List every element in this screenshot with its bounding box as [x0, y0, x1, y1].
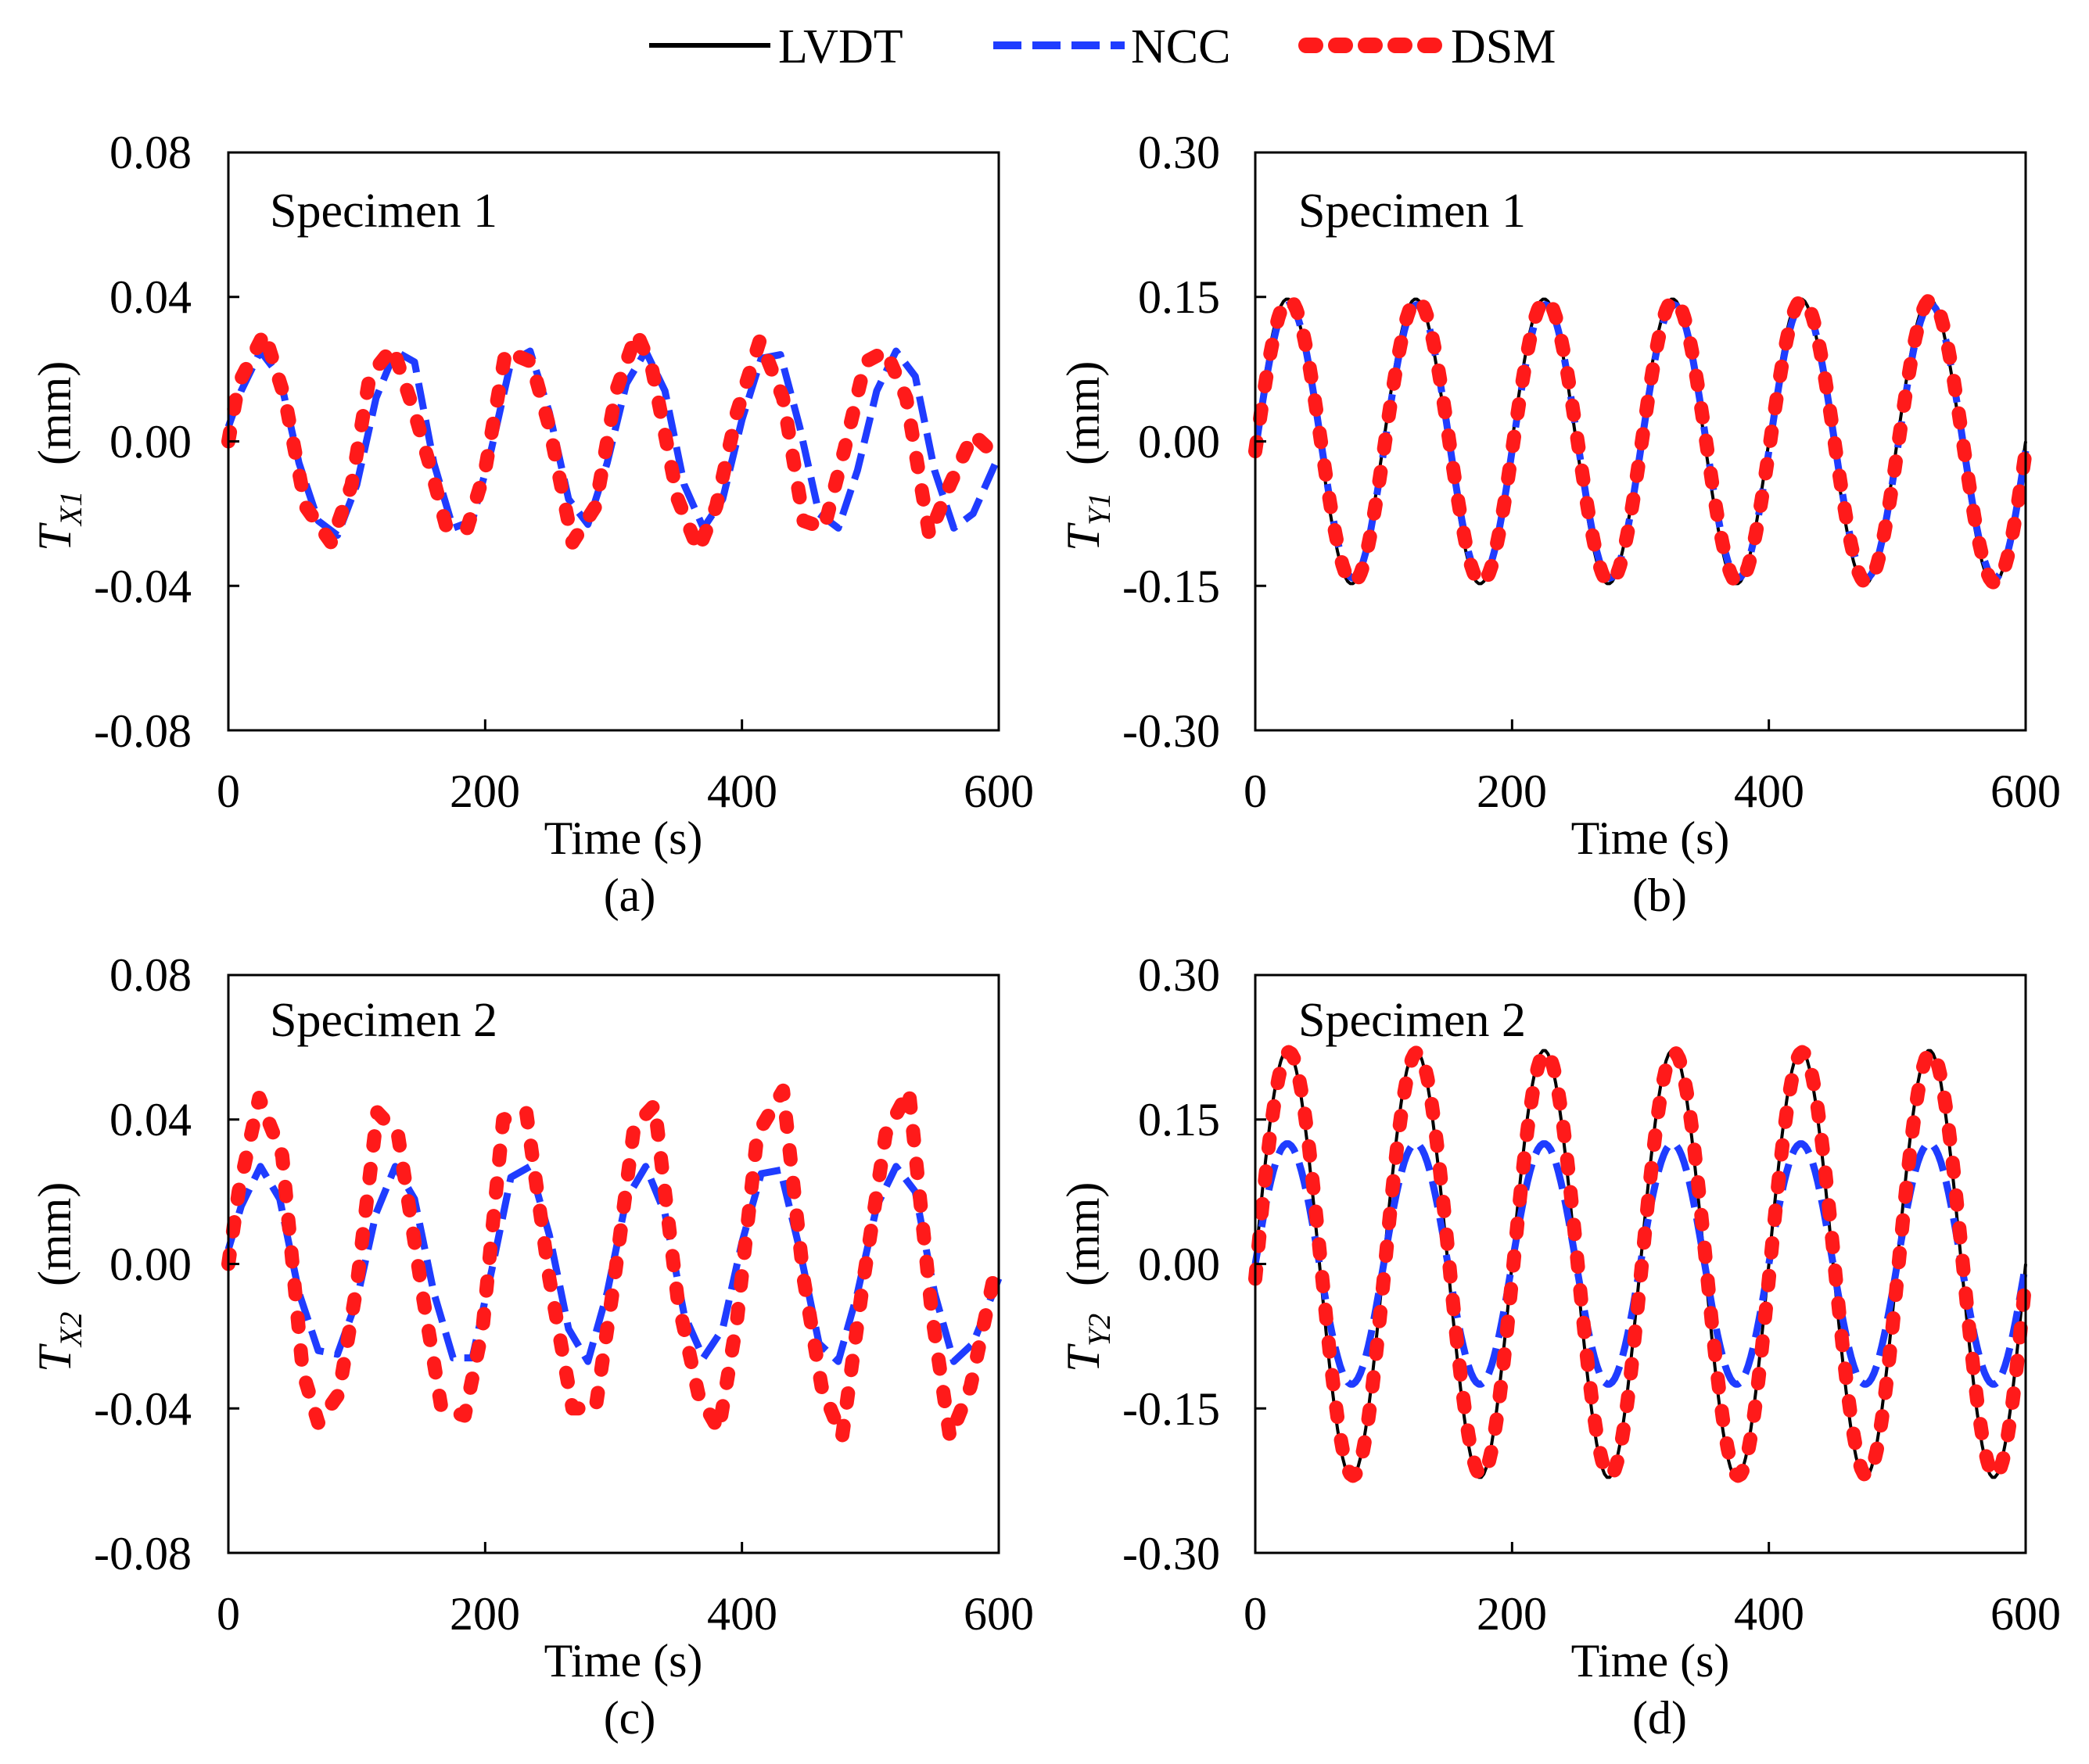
panel-b-ylabel-unit: (mm)	[1057, 361, 1109, 465]
panel-a-data	[221, 325, 1003, 558]
panel-a-label: (a)	[604, 869, 656, 921]
panel-d-ytick-2: 0.00	[1138, 1239, 1220, 1290]
panel-a-ytick-2: 0.00	[109, 416, 192, 468]
panel-b-xlabel: Time (s)	[1571, 812, 1730, 864]
panel-a-ytick-4: -0.08	[94, 705, 192, 757]
panel-a-ylabel-main: T	[29, 522, 81, 551]
panel-d-label: (d)	[1632, 1692, 1687, 1744]
panel-b-data	[1248, 292, 2033, 590]
panel-b-xtick-3: 600	[1990, 765, 2061, 817]
panel-c-ylabel: T X2 (mm)	[29, 1182, 88, 1372]
panel-d-ylabel-sub: Y2	[1082, 1314, 1117, 1346]
panel-d-data	[1248, 1045, 2033, 1483]
panel-a-series-ncc	[224, 347, 1003, 540]
panel-c-ytick-3: -0.04	[94, 1383, 192, 1435]
panel-a-ylabel-sub: X1	[53, 491, 88, 527]
panel-a-ylabel: T X1 (mm)	[29, 361, 88, 551]
panel-a-xtick-1: 200	[450, 765, 520, 817]
panel-b-ylabel-main: T	[1057, 522, 1109, 551]
panel-b-ytick-4: -0.30	[1122, 705, 1220, 757]
panel-c-ytick-1: 0.04	[109, 1094, 192, 1146]
legend: LVDT NCC DSM	[649, 20, 1556, 74]
panel-a-xtick-0: 0	[217, 765, 240, 817]
panel-d-ytick-3: -0.15	[1122, 1383, 1220, 1435]
panel-d-xtick-3: 600	[1990, 1588, 2061, 1640]
panel-c-xtick-1: 200	[450, 1588, 520, 1640]
panel-b-xtick-0: 0	[1244, 765, 1267, 817]
legend-lvdt-label: LVDT	[778, 20, 903, 74]
panel-c: 0.08 0.04 0.00 -0.04 -0.08 0 200 400 600…	[29, 949, 1034, 1744]
panel-b: 0.30 0.15 0.00 -0.15 -0.30 0 200 400 600…	[1057, 127, 2061, 921]
panel-b-ytick-3: -0.15	[1122, 561, 1220, 612]
panel-c-data	[221, 1083, 1003, 1445]
panel-b-ylabel: T Y1 (mm)	[1057, 361, 1117, 551]
panel-d-ytick-1: 0.15	[1138, 1094, 1220, 1146]
panel-a-series-dsm	[221, 325, 1003, 558]
panel-c-ticks	[227, 973, 1000, 1554]
panel-a-xtick-3: 600	[964, 765, 1034, 817]
panel-c-xtick-2: 400	[707, 1588, 777, 1640]
panel-b-xtick-2: 400	[1734, 765, 1804, 817]
panel-b-specimen: Specimen 1	[1298, 185, 1526, 238]
panel-c-ytick-0: 0.08	[109, 949, 192, 1001]
panel-b-ytick-0: 0.30	[1138, 127, 1220, 178]
panel-c-label: (c)	[604, 1692, 656, 1744]
legend-dsm-label: DSM	[1451, 20, 1556, 74]
panel-a: 0.08 0.04 0.00 -0.04 -0.08 0 200 400 600…	[29, 127, 1034, 921]
panel-a-specimen: Specimen 1	[270, 185, 497, 238]
panel-b-ytick-2: 0.00	[1138, 416, 1220, 468]
panel-c-xlabel: Time (s)	[544, 1635, 703, 1687]
panel-b-series-dsm	[1248, 292, 2033, 590]
panel-c-ylabel-sub: X2	[53, 1312, 88, 1348]
panel-d-ytick-0: 0.30	[1138, 949, 1220, 1001]
panel-d-series-dsm	[1248, 1045, 2033, 1483]
panel-c-xtick-0: 0	[217, 1588, 240, 1640]
panel-d-ticks	[1254, 973, 2027, 1554]
panel-d: 0.30 0.15 0.00 -0.15 -0.30 0 200 400 600…	[1057, 949, 2061, 1744]
panel-b-ticks	[1254, 151, 2027, 732]
panel-a-ylabel-unit: (mm)	[29, 361, 81, 465]
panel-c-specimen: Specimen 2	[270, 994, 497, 1047]
panel-c-ylabel-unit: (mm)	[29, 1182, 81, 1286]
panel-b-label: (b)	[1632, 869, 1687, 921]
panel-c-ytick-4: -0.08	[94, 1528, 192, 1579]
panel-d-xtick-1: 200	[1477, 1588, 1547, 1640]
panel-a-ytick-3: -0.04	[94, 561, 192, 612]
panel-a-ytick-0: 0.08	[109, 127, 192, 178]
panel-c-ytick-2: 0.00	[109, 1239, 192, 1290]
panel-c-series-dsm	[221, 1083, 1001, 1445]
panel-a-ytick-1: 0.04	[109, 271, 192, 323]
panel-d-ylabel: T Y2 (mm)	[1057, 1182, 1117, 1372]
panel-a-xlabel: Time (s)	[544, 812, 703, 864]
panel-b-ylabel-sub: Y1	[1082, 493, 1117, 525]
legend-ncc-label: NCC	[1131, 20, 1230, 74]
panel-c-ylabel-main: T	[29, 1343, 81, 1372]
panel-a-xtick-2: 400	[707, 765, 777, 817]
panel-d-ylabel-main: T	[1057, 1343, 1109, 1372]
panel-d-xtick-2: 400	[1734, 1588, 1804, 1640]
panel-d-xlabel: Time (s)	[1571, 1635, 1730, 1687]
panel-b-xtick-1: 200	[1477, 765, 1547, 817]
panel-d-ytick-4: -0.30	[1122, 1528, 1220, 1579]
panel-d-ylabel-unit: (mm)	[1057, 1182, 1109, 1286]
panel-d-specimen: Specimen 2	[1298, 994, 1526, 1047]
panel-a-ticks	[227, 151, 1000, 732]
panel-d-xtick-0: 0	[1244, 1588, 1267, 1640]
panel-c-xtick-3: 600	[964, 1588, 1034, 1640]
panel-b-ytick-1: 0.15	[1138, 271, 1220, 323]
